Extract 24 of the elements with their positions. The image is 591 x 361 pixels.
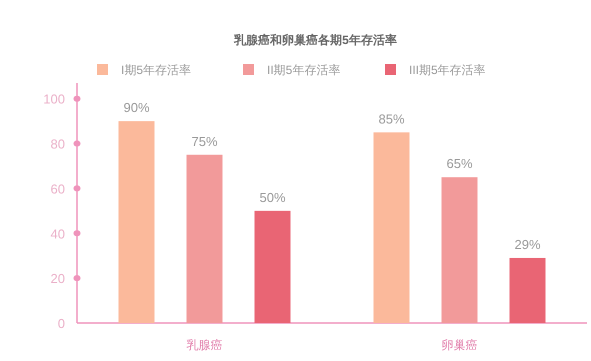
y-tick-label: 100: [43, 92, 65, 107]
y-tick-label: 60: [50, 181, 65, 196]
data-label: 29%: [514, 236, 541, 252]
legend-label: I期5年存活率: [121, 63, 192, 77]
bar: [254, 210, 290, 323]
bar: [442, 177, 478, 323]
y-tick-label: 40: [50, 226, 65, 242]
data-label: 90%: [123, 100, 150, 116]
bar: [510, 258, 546, 323]
bar: [374, 132, 410, 323]
data-label: 75%: [191, 134, 218, 149]
bar: [118, 121, 154, 323]
y-tick-label: 80: [50, 136, 65, 152]
legend-label: II期5年存活率: [267, 63, 340, 77]
data-label: 85%: [378, 111, 405, 126]
bar: [186, 154, 222, 323]
y-tick-label: 0: [58, 316, 65, 331]
data-label: 50%: [259, 190, 286, 205]
legend-label: III期5年存活率: [409, 63, 486, 77]
data-label: 65%: [446, 156, 473, 172]
chart-title: 乳腺癌和卵巢癌各期5年存活率: [233, 33, 397, 47]
x-tick-label: 卵巢癌: [442, 338, 478, 352]
y-tick-label: 20: [50, 271, 65, 286]
x-tick-label: 乳腺癌: [186, 338, 222, 352]
